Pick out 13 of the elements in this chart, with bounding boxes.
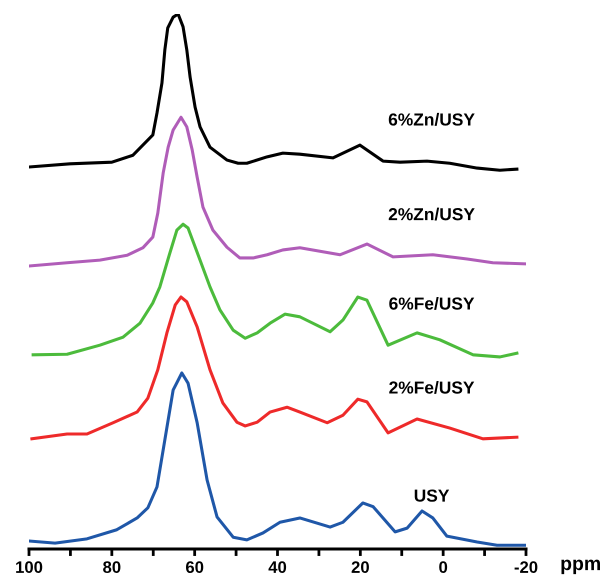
x-tick-label: 60 bbox=[186, 561, 204, 574]
x-tick-label: -20 bbox=[514, 561, 538, 574]
x-tick-label: 80 bbox=[103, 561, 120, 574]
x-tick-label: 0 bbox=[439, 561, 448, 574]
series-label: 6%Fe/USY bbox=[389, 296, 474, 310]
series-label: 2%Zn/USY bbox=[388, 208, 475, 221]
x-tick-label: 20 bbox=[352, 561, 369, 574]
x-tick-label: 40 bbox=[268, 561, 286, 574]
series-label: USY bbox=[414, 489, 450, 502]
x-tick-label: 100 bbox=[16, 561, 42, 574]
series-label: 6%Zn/USY bbox=[388, 112, 475, 126]
x-axis-title: ppm bbox=[561, 560, 600, 574]
series-label: 2%Fe/USY bbox=[389, 380, 474, 394]
